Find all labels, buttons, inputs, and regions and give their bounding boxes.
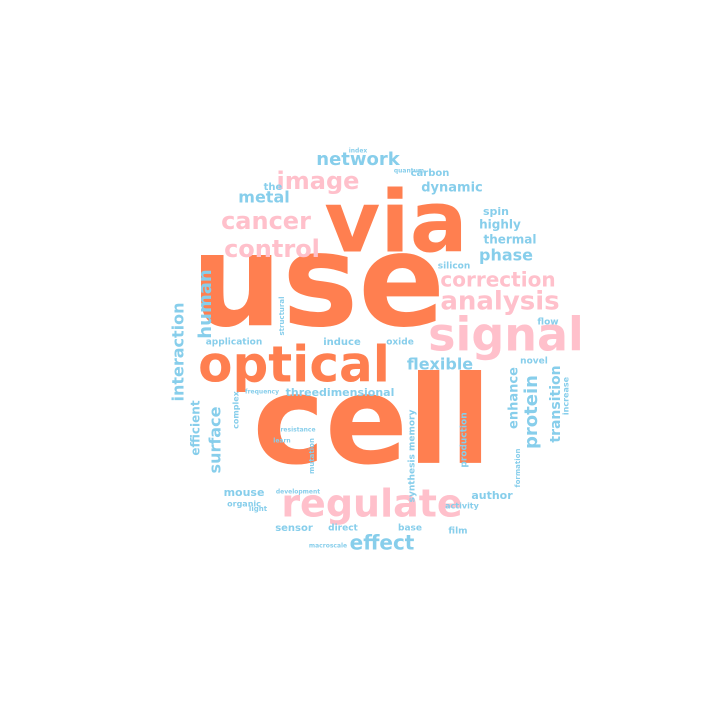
word-increase: increase (562, 376, 571, 415)
word-silicon: silicon (438, 262, 471, 272)
word-film: film (448, 527, 467, 537)
word-the: the (264, 182, 283, 193)
word-cancer: cancer (221, 207, 311, 235)
word-induce: induce (323, 337, 361, 348)
word-threedimensional: threedimensional (286, 386, 395, 399)
word-oxide: oxide (386, 338, 414, 348)
word-protein: protein (521, 375, 542, 449)
word-base: base (398, 524, 422, 534)
word-flow: flow (537, 318, 558, 328)
word-development: development (276, 489, 320, 496)
word-index: index (349, 148, 368, 155)
word-surface: surface (206, 406, 225, 473)
word-quantum: quantum (394, 168, 424, 175)
word-control: control (224, 235, 320, 263)
word-learn: learn (273, 438, 290, 445)
word-network: network (316, 149, 400, 170)
word-organic: organic (227, 500, 261, 509)
word-via: via (324, 172, 468, 272)
word-novel: novel (520, 357, 548, 367)
word-application: application (206, 338, 263, 348)
word-highly: highly (479, 218, 521, 232)
word-production: production (460, 412, 470, 467)
word-synthesis-memory: synthesis memory (408, 410, 418, 503)
word-cell: cell (253, 350, 492, 492)
word-mouse: mouse (224, 486, 265, 499)
word-spin: spin (483, 205, 509, 218)
word-efficient: efficient (189, 400, 203, 455)
word-optical: optical (198, 336, 390, 394)
word-phase: phase (479, 246, 533, 265)
word-flexible: flexible (407, 355, 473, 374)
word-complex: complex (232, 390, 241, 428)
word-light: light (249, 505, 268, 513)
word-interaction: interaction (169, 302, 188, 401)
word-analysis: analysis (440, 287, 559, 317)
word-author: author (471, 489, 513, 502)
word-enhance: enhance (507, 367, 522, 429)
word-metal: metal (238, 188, 289, 207)
word-image: image (277, 167, 360, 195)
word-resistance: resistance (280, 427, 315, 434)
word-sensor: sensor (275, 523, 313, 534)
word-mutation: mutation (308, 438, 316, 474)
word-human: human (195, 269, 216, 338)
word-use: use (191, 207, 445, 356)
word-dynamic: dynamic (421, 181, 483, 196)
word-regulate: regulate (281, 482, 462, 526)
word-formation: formation (514, 449, 522, 488)
word-correction: correction (440, 268, 555, 292)
word-direct: direct (328, 524, 358, 534)
word-thermal: thermal (483, 233, 536, 247)
word-structural: structural (278, 296, 286, 335)
word-carbon: carbon (411, 168, 450, 179)
word-macroscale: macroscale (309, 543, 347, 550)
word-signal: signal (428, 308, 584, 362)
word-activity: activity (445, 502, 479, 511)
word-effect: effect (350, 531, 415, 555)
word-frequency: frequency (245, 389, 279, 396)
word-transition: transition (548, 365, 564, 442)
